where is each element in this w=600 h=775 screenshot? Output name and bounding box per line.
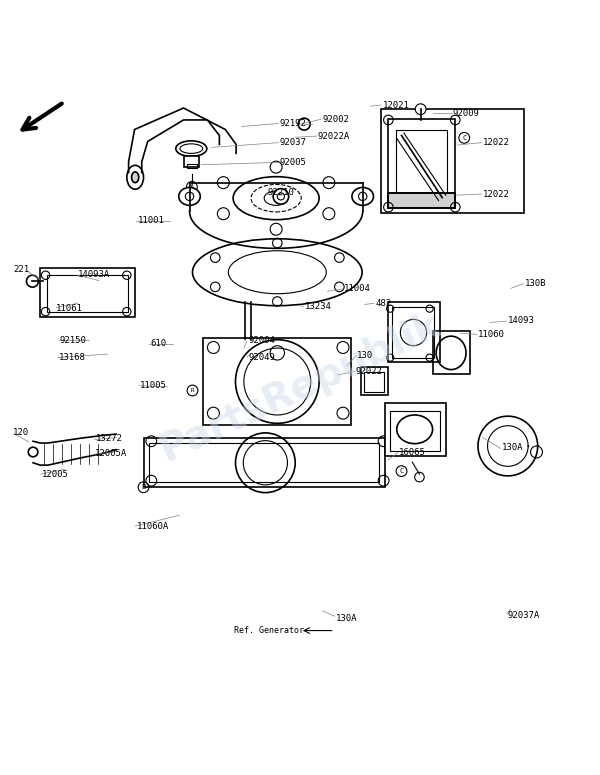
Text: 14093: 14093 <box>508 315 535 325</box>
Text: 92009: 92009 <box>453 109 480 118</box>
Bar <box>149 443 379 483</box>
Text: 16065: 16065 <box>399 448 426 457</box>
Text: 130A: 130A <box>502 443 523 453</box>
Bar <box>203 338 352 425</box>
Bar <box>388 119 455 207</box>
Text: 92192: 92192 <box>280 119 307 128</box>
Text: 11060: 11060 <box>478 330 505 339</box>
Bar <box>388 193 455 208</box>
Text: 11004: 11004 <box>344 284 371 293</box>
Text: 92037A: 92037A <box>508 611 540 619</box>
Text: 92037: 92037 <box>280 138 307 147</box>
Text: 120: 120 <box>13 428 29 437</box>
Circle shape <box>415 472 424 482</box>
Text: R: R <box>191 388 194 393</box>
Text: 130A: 130A <box>336 614 358 622</box>
Bar <box>40 268 134 317</box>
Bar <box>388 301 440 363</box>
Bar <box>187 164 197 168</box>
Bar <box>380 109 524 213</box>
Bar <box>433 331 470 374</box>
Circle shape <box>273 188 289 204</box>
Ellipse shape <box>179 188 200 205</box>
Text: 13234: 13234 <box>305 301 332 311</box>
Bar <box>143 439 385 487</box>
Circle shape <box>530 446 542 458</box>
Text: 12005A: 12005A <box>95 449 127 458</box>
Text: 92005: 92005 <box>280 158 307 167</box>
Text: 92210: 92210 <box>267 188 294 198</box>
Bar <box>392 308 434 357</box>
Bar <box>385 403 446 456</box>
Text: 92022: 92022 <box>356 367 382 376</box>
Text: Ref. Generator: Ref. Generator <box>234 626 304 635</box>
Bar <box>184 156 199 167</box>
Circle shape <box>28 447 38 456</box>
Text: 12005: 12005 <box>42 470 69 479</box>
Text: B: B <box>142 484 146 491</box>
Text: 12022: 12022 <box>483 138 509 147</box>
Text: 11005: 11005 <box>140 381 167 390</box>
Text: 130: 130 <box>358 351 373 360</box>
Text: A: A <box>190 184 194 190</box>
Bar <box>47 274 128 312</box>
Bar <box>361 367 388 394</box>
Text: 12022: 12022 <box>483 190 509 198</box>
Text: 11001: 11001 <box>137 216 164 226</box>
Text: 92022A: 92022A <box>318 132 350 140</box>
Text: 13168: 13168 <box>59 353 86 362</box>
Text: C: C <box>400 468 404 474</box>
Text: 92004: 92004 <box>248 336 275 346</box>
Bar <box>395 129 447 200</box>
Text: 221: 221 <box>13 265 29 274</box>
Ellipse shape <box>127 165 143 189</box>
Bar <box>388 193 455 208</box>
Text: 92002: 92002 <box>322 115 349 124</box>
Text: 92049: 92049 <box>248 353 275 362</box>
Text: 12021: 12021 <box>382 101 409 109</box>
Ellipse shape <box>352 188 373 205</box>
Text: 14093A: 14093A <box>78 270 110 279</box>
Ellipse shape <box>131 172 139 183</box>
Circle shape <box>415 104 426 115</box>
Text: 130B: 130B <box>524 279 546 288</box>
Bar <box>364 372 383 391</box>
Text: C: C <box>462 135 466 141</box>
Circle shape <box>26 275 38 288</box>
Text: 13272: 13272 <box>96 434 122 443</box>
Text: 92150: 92150 <box>60 336 87 345</box>
Bar <box>389 411 440 451</box>
Text: 11060A: 11060A <box>136 522 169 531</box>
Circle shape <box>298 118 310 130</box>
Text: 11061: 11061 <box>56 304 83 312</box>
Text: 482: 482 <box>375 299 391 308</box>
Text: PartsRepublik: PartsRepublik <box>153 305 447 470</box>
Text: 610: 610 <box>151 339 167 349</box>
